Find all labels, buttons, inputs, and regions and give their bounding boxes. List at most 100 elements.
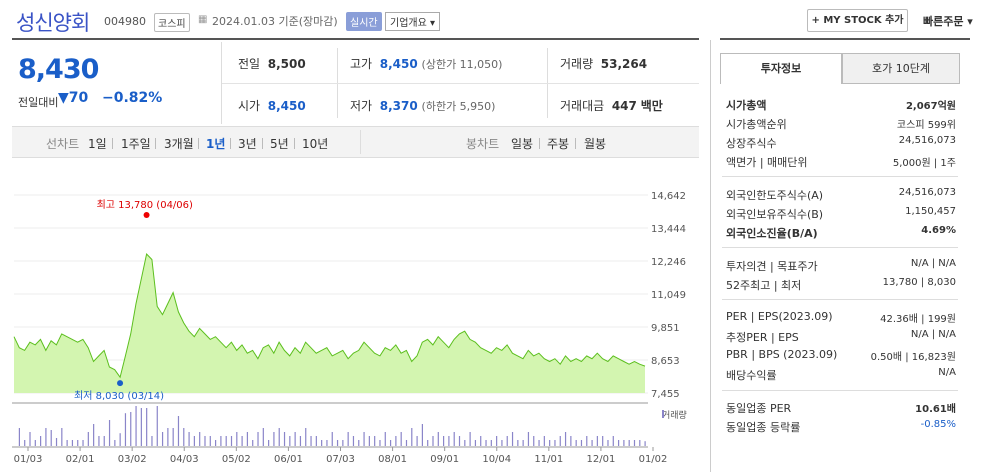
volume-bar <box>299 436 302 446</box>
candle-weekly[interactable]: 주봉 <box>547 137 570 151</box>
info-row: PBR | BPS (2023.09) 0.50배 | 16,823원 <box>726 348 956 363</box>
volume-bar <box>586 436 588 446</box>
period-3y[interactable]: 3년 <box>238 137 257 151</box>
add-mystock-button[interactable]: + MY STOCK 추가 <box>807 9 908 32</box>
info-row: 투자의견 | 목표주가 N/A | N/A <box>726 258 956 273</box>
volume-bar <box>506 436 508 446</box>
tab-invest-info[interactable]: 투자정보 <box>720 53 842 84</box>
divider <box>360 130 361 154</box>
price-change: ▼70 <box>58 90 89 106</box>
company-overview-button[interactable]: 기업개요 ▾ <box>385 12 440 31</box>
quick-order-button[interactable]: 빠른주문 ▾ <box>923 15 973 28</box>
volume-bar <box>411 428 413 446</box>
volume-bar <box>602 436 604 446</box>
period-1w[interactable]: 1주일 <box>121 137 151 151</box>
volume-bar <box>549 440 551 446</box>
volume-bar <box>268 440 270 446</box>
x-tick-label: 02/01 <box>66 454 95 465</box>
volume-bar <box>480 436 482 446</box>
volume-bar <box>448 436 450 446</box>
trade-amount: 거래대금 447 백만 <box>560 99 663 113</box>
volume-bar <box>236 432 238 446</box>
volume-bar <box>193 436 195 446</box>
volume-bar <box>437 432 439 446</box>
volume-bars <box>18 406 646 446</box>
volume-bar <box>464 440 466 446</box>
period-1y[interactable]: 1년 <box>206 137 226 151</box>
period-5y[interactable]: 5년 <box>270 137 289 151</box>
y-tick-label: 11,049 <box>651 290 686 301</box>
divider <box>12 38 699 40</box>
price-line <box>13 252 646 379</box>
divider <box>221 42 222 124</box>
volume-bar <box>167 428 169 446</box>
info-row: 동일업종 PER 10.61배 <box>726 402 956 415</box>
volume-bar <box>517 440 519 446</box>
volume-bar <box>511 432 514 446</box>
volume-bar <box>427 440 429 446</box>
candle-daily[interactable]: 일봉 <box>511 137 534 151</box>
volume-bar <box>55 438 58 446</box>
tab-orderbook[interactable]: 호가 10단계 <box>842 53 960 84</box>
volume-bar <box>533 436 535 446</box>
x-tick-label: 05/02 <box>222 454 251 465</box>
volume-bar <box>114 440 116 446</box>
volume-bar <box>458 436 461 446</box>
volume-bar <box>156 406 158 446</box>
volume-bar <box>485 440 487 446</box>
volume-bar <box>246 432 249 446</box>
volume-bar <box>273 432 275 446</box>
price-chart: 14,64213,44412,24611,0499,8518,6537,455 … <box>12 191 687 465</box>
info-row: 추정PER | EPS N/A | N/A <box>726 329 956 344</box>
separator <box>262 138 263 149</box>
volume-bar <box>421 424 423 446</box>
separator <box>155 138 156 149</box>
info-row: 상장주식수 24,516,073 <box>726 135 956 150</box>
volume-bar <box>336 440 339 446</box>
realtime-badge[interactable]: 실시간 <box>346 12 382 31</box>
volume-bar <box>405 440 408 446</box>
period-10y[interactable]: 10년 <box>302 137 329 151</box>
volume-bar <box>474 440 477 446</box>
volume-bar <box>443 436 445 446</box>
volume-bar <box>294 432 296 446</box>
x-tick-label: 01/03 <box>14 454 43 465</box>
x-tick-label: 12/01 <box>587 454 616 465</box>
volume-bar <box>352 436 355 446</box>
x-tick-label: 11/01 <box>534 454 563 465</box>
volume-bar <box>225 436 227 446</box>
volume-legend: 거래량 <box>662 409 687 421</box>
candle-monthly[interactable]: 월봉 <box>584 137 607 151</box>
volume-bar <box>490 440 492 446</box>
volume-bar <box>45 428 47 446</box>
volume-bar <box>321 440 323 446</box>
period-1d[interactable]: 1일 <box>88 137 107 151</box>
x-tick-label: 07/03 <box>326 454 355 465</box>
volume-bar <box>241 436 243 446</box>
separator <box>294 138 295 149</box>
volume-bar <box>103 436 105 446</box>
volume-bar <box>432 436 434 446</box>
y-tick-label: 8,653 <box>651 356 680 367</box>
volume-bar <box>146 408 148 446</box>
volume-bar <box>87 432 89 446</box>
volume-bar <box>315 436 317 446</box>
divider <box>722 176 958 177</box>
line-chart-label: 선차트 <box>46 137 80 151</box>
volume-bar <box>633 440 636 446</box>
date-basis: 2024.01.03 기준(장마감) <box>212 15 338 28</box>
volume-bar <box>77 440 79 446</box>
separator <box>539 138 540 149</box>
volume-bar <box>326 440 328 446</box>
low-marker <box>117 380 124 387</box>
period-3m[interactable]: 3개월 <box>164 137 194 151</box>
volume-bar <box>305 428 307 446</box>
volume-bar <box>342 440 344 446</box>
y-tick-label: 9,851 <box>651 323 680 334</box>
volume-bar <box>543 436 545 446</box>
volume-bar <box>607 440 609 446</box>
high-label: 최고 13,780 (04/06) <box>97 199 193 211</box>
volume-bar <box>379 440 381 446</box>
volume-bar <box>628 440 630 446</box>
info-row: 외국인소진율(B/A) 4.69% <box>726 225 956 240</box>
